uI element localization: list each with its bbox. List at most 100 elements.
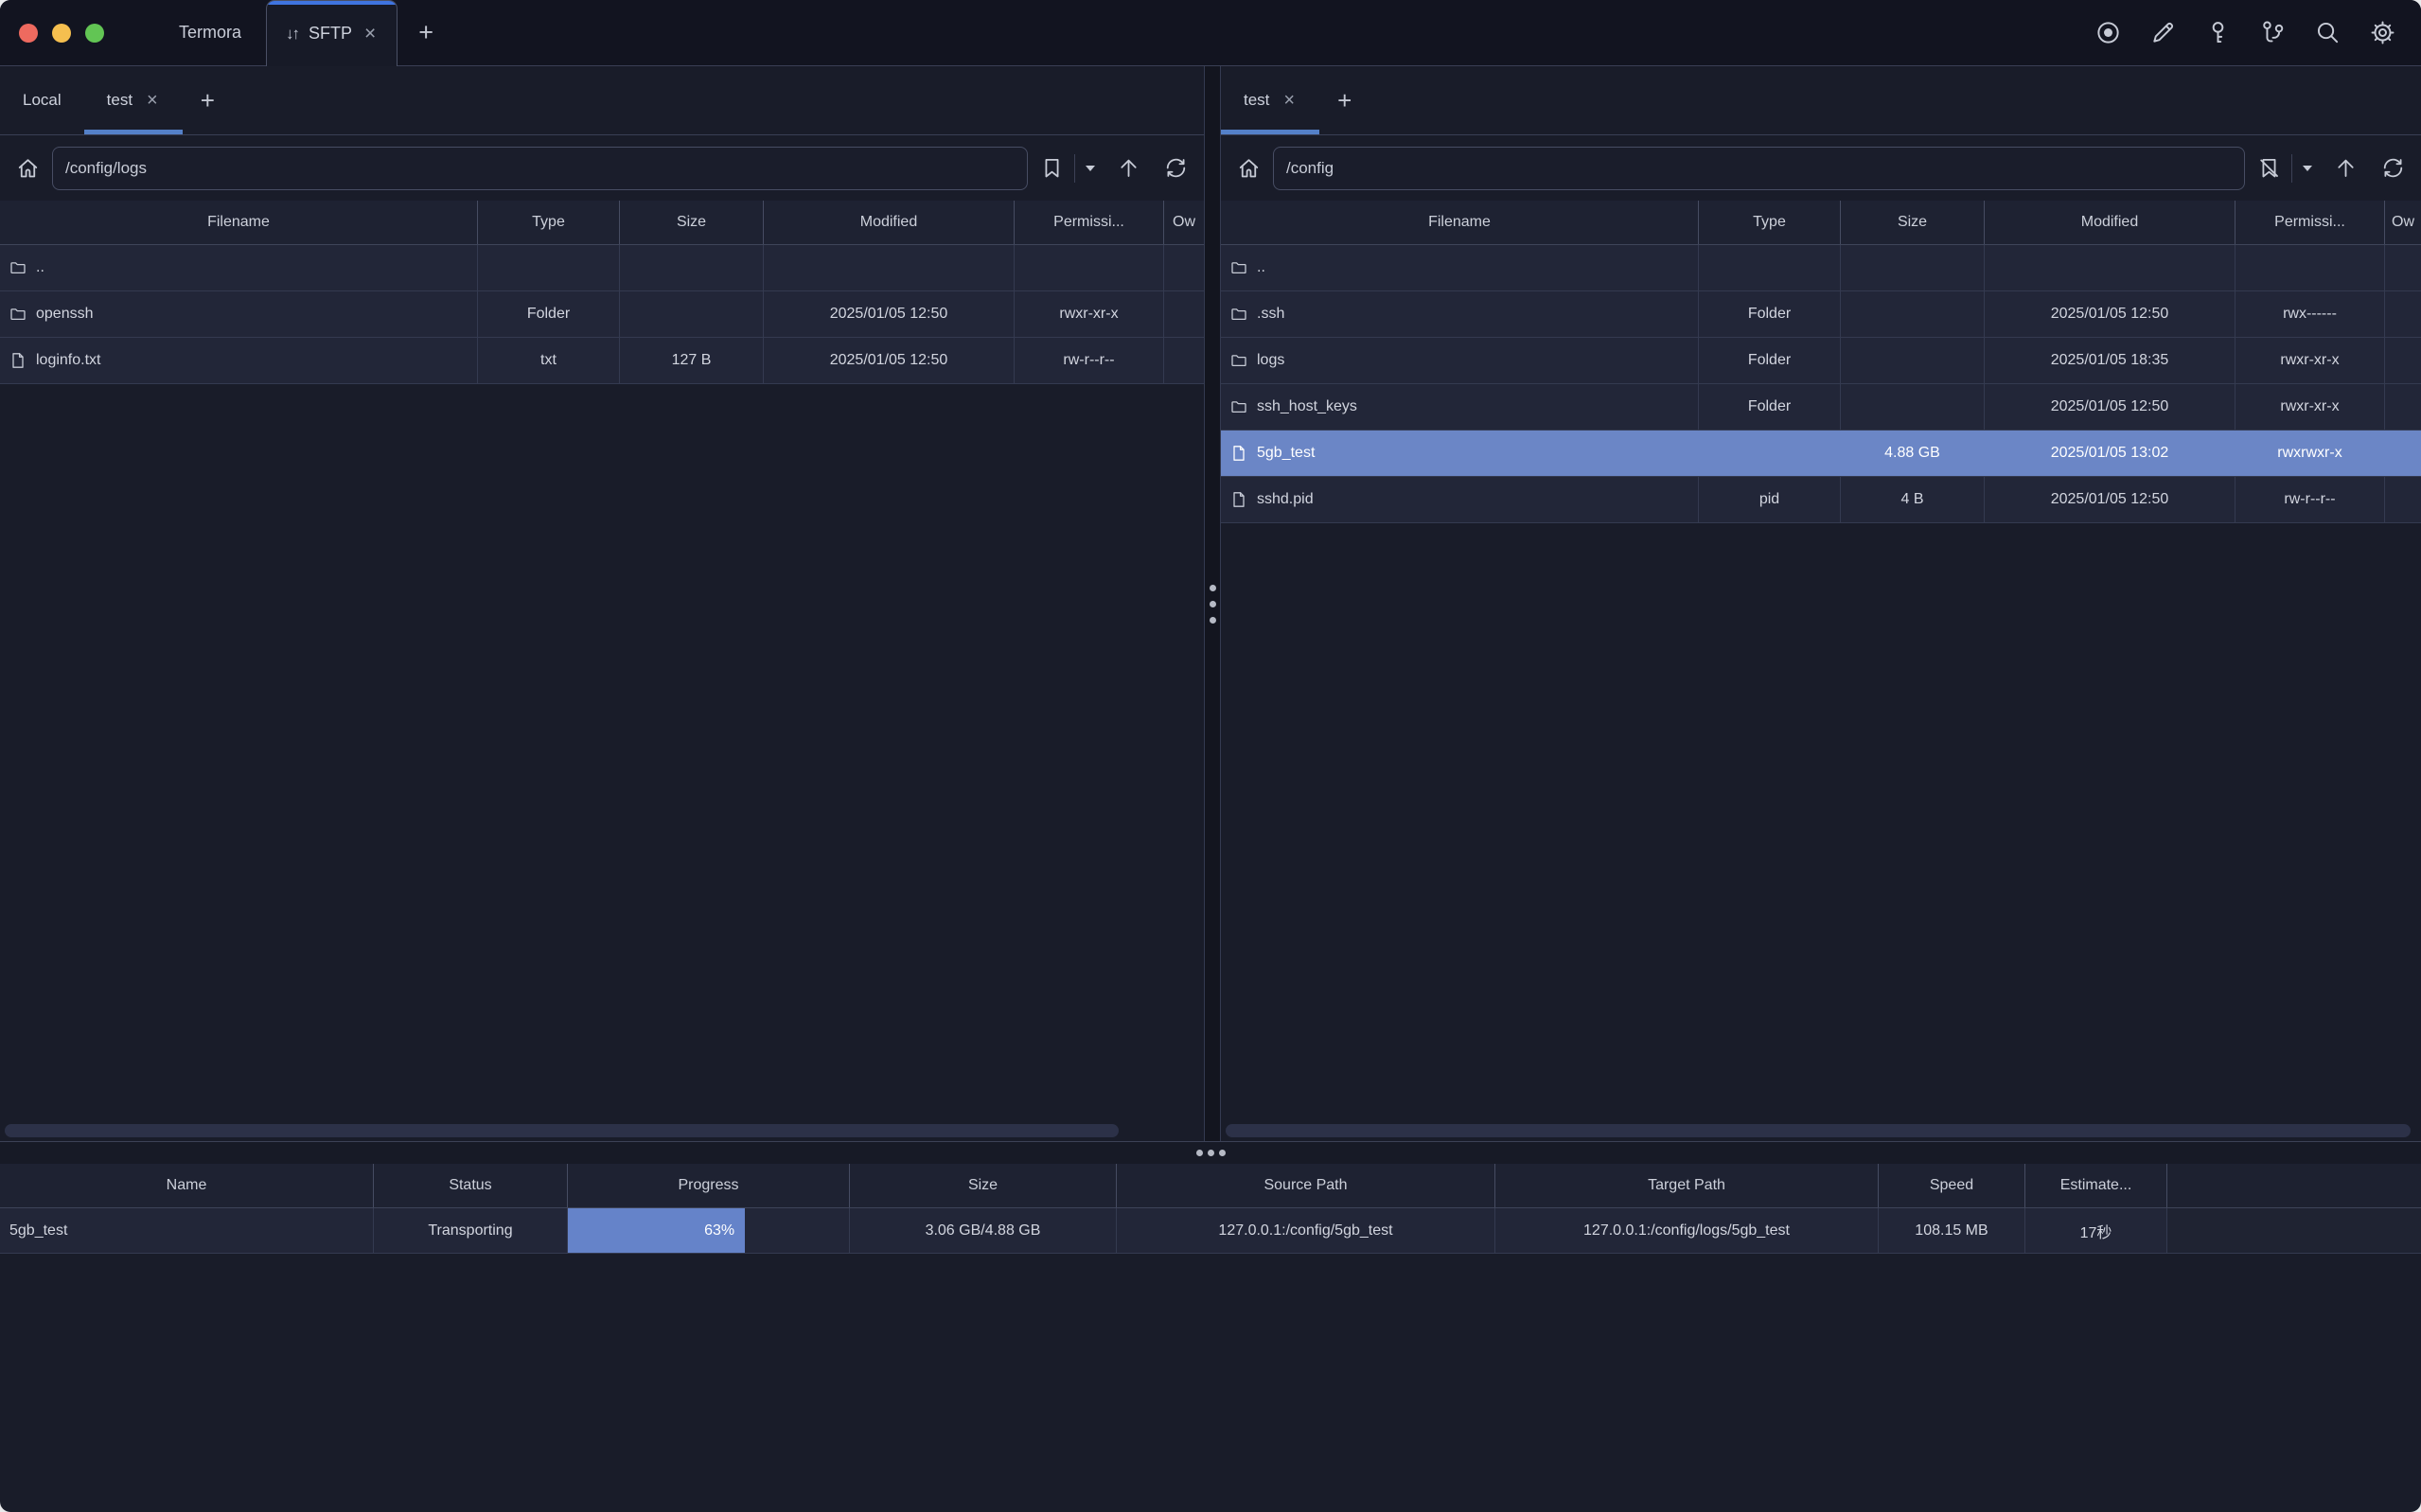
path-toolbar [1221,135,2421,201]
file-row-openssh[interactable]: openssh Folder 2025/01/05 12:50 rwxr-xr-x [0,291,1204,338]
tab-sftp[interactable]: ↓↑ SFTP × [266,0,398,66]
type-cell [478,245,620,290]
column-header-size[interactable]: Size [620,201,764,244]
close-icon[interactable]: × [1283,90,1296,111]
pane-tab-label: test [106,91,133,109]
column-header-status[interactable]: Status [374,1164,568,1207]
home-button[interactable] [1236,155,1262,181]
refresh-icon [1163,155,1189,181]
file-row-5gb-test[interactable]: 5gb_test 4.88 GB 2025/01/05 13:02 rwxrwxr-x [1221,431,2421,477]
new-tab-button[interactable]: + [200,85,215,114]
separator [2291,153,2292,183]
pane-tab-test[interactable]: test × [83,66,183,134]
new-tab-button[interactable]: + [1337,85,1352,114]
transfer-arrows-icon: ↓↑ [286,24,300,43]
column-header-ow[interactable]: Ow [1173,214,1195,230]
file-row-sshd-pid[interactable]: sshd.pid pid 4 B 2025/01/05 12:50 rw-r--r-- [1221,477,2421,523]
pane-tab-bar: Local test × + [0,66,1204,135]
filename-label: openssh [36,306,94,322]
gear-button[interactable] [2369,19,2396,46]
minimize-traffic-light[interactable] [52,23,71,43]
refresh-button[interactable] [2380,155,2406,181]
size-cell: 4 B [1841,477,1985,522]
column-header-modified[interactable]: Modified [764,201,1015,244]
pencil-button[interactable] [2149,19,2177,46]
column-header-size[interactable]: Size [1841,201,1985,244]
home-button[interactable] [15,155,41,181]
column-header-estimate[interactable]: Estimate... [2025,1164,2167,1207]
new-tab-button[interactable]: + [418,18,434,46]
column-header-speed[interactable]: Speed [1879,1164,2025,1207]
branch-button[interactable] [2259,19,2287,46]
modified-cell [1985,245,2235,290]
file-row-col[interactable]: .. [1221,245,2421,291]
bookmark-dropdown-button[interactable] [1085,165,1096,172]
folder-icon [9,259,27,276]
file-table-header: Filename Type Size Modified Permissi... Ow [0,201,1204,245]
column-header-filename[interactable]: Filename [0,201,478,244]
column-header-name[interactable]: Name [0,1164,374,1207]
close-icon[interactable]: × [147,90,158,111]
pane-tab-local[interactable]: Local [0,66,84,134]
path-input[interactable] [1273,146,2245,190]
bookmark-button[interactable] [1039,155,1065,181]
file-row-logs[interactable]: logs Folder 2025/01/05 18:35 rwxr-xr-x [1221,338,2421,384]
splitter-handle-dot [1209,600,1216,607]
column-header-type[interactable]: Type [1699,201,1841,244]
size-cell: 127 B [620,338,764,383]
modified-cell: 2025/01/05 12:50 [1985,477,2235,522]
file-row-ssh-host-keys[interactable]: ssh_host_keys Folder 2025/01/05 12:50 rwxr-… [1221,384,2421,431]
column-header-permissi[interactable]: Permissi... [2235,201,2385,244]
transfer-status-cell: Transporting [374,1208,568,1253]
key-button[interactable] [2204,19,2232,46]
type-cell: Folder [478,291,620,337]
right-pane: test × + FilenameTypeSizeModifiedPermissi..… [1221,66,2421,1141]
separator [1074,153,1075,183]
path-input[interactable] [52,146,1028,190]
type-cell: Folder [1699,384,1841,430]
folder-icon [9,306,27,323]
horizontal-scrollbar-thumb[interactable] [5,1124,1119,1137]
key-icon [2204,19,2232,46]
column-header-progress[interactable]: Progress [568,1164,850,1207]
column-header-filler [2167,1164,2421,1207]
horizontal-scrollbar-thumb[interactable] [1226,1124,2411,1137]
record-button[interactable] [2094,19,2122,46]
column-header-target-path[interactable]: Target Path [1495,1164,1879,1207]
zoom-traffic-light[interactable] [85,23,104,43]
parent-directory-button[interactable] [2333,155,2359,181]
size-cell [1841,291,1985,337]
owner-cell [1164,338,1204,383]
file-row-ssh[interactable]: .ssh Folder 2025/01/05 12:50 rwx------ [1221,291,2421,338]
bookmark-dropdown-button[interactable] [2302,165,2313,172]
vertical-splitter[interactable] [1204,66,1221,1141]
horizontal-splitter[interactable] [0,1141,2421,1164]
transfer-row-5gb-test[interactable]: 5gb_test Transporting 63% 3.06 GB/4.88 GB 12… [0,1208,2421,1254]
file-row-loginfo-txt[interactable]: loginfo.txt txt 127 B 2025/01/05 12:50 rw-r-… [0,338,1204,384]
size-cell [1841,245,1985,290]
file-row-col[interactable]: .. [0,245,1204,291]
column-header-ow[interactable]: Ow [2392,214,2414,230]
parent-directory-button[interactable] [1116,155,1141,181]
column-header-filename[interactable]: Filename [1221,201,1699,244]
toolbar-buttons [2256,153,2410,183]
column-header-modified[interactable]: Modified [1985,201,2235,244]
close-traffic-light[interactable] [19,23,38,43]
owner-cell [2385,477,2421,522]
column-header-source-path[interactable]: Source Path [1117,1164,1495,1207]
search-icon [2314,19,2341,46]
refresh-button[interactable] [1163,155,1189,181]
column-header-permissi[interactable]: Permissi... [1015,201,1164,244]
folder-icon [1230,398,1247,415]
app-home-tab[interactable]: Termora [144,0,266,65]
type-cell [1699,431,1841,476]
transfer-size-cell: 3.06 GB/4.88 GB [850,1208,1117,1253]
bookmark-slash-button[interactable] [2256,155,2282,181]
column-header-size[interactable]: Size [850,1164,1117,1207]
close-icon[interactable]: × [364,23,377,44]
search-button[interactable] [2314,19,2341,46]
pane-tab-test[interactable]: test × [1221,66,1320,134]
column-header-type[interactable]: Type [478,201,620,244]
path-toolbar [0,135,1204,201]
size-cell [620,291,764,337]
